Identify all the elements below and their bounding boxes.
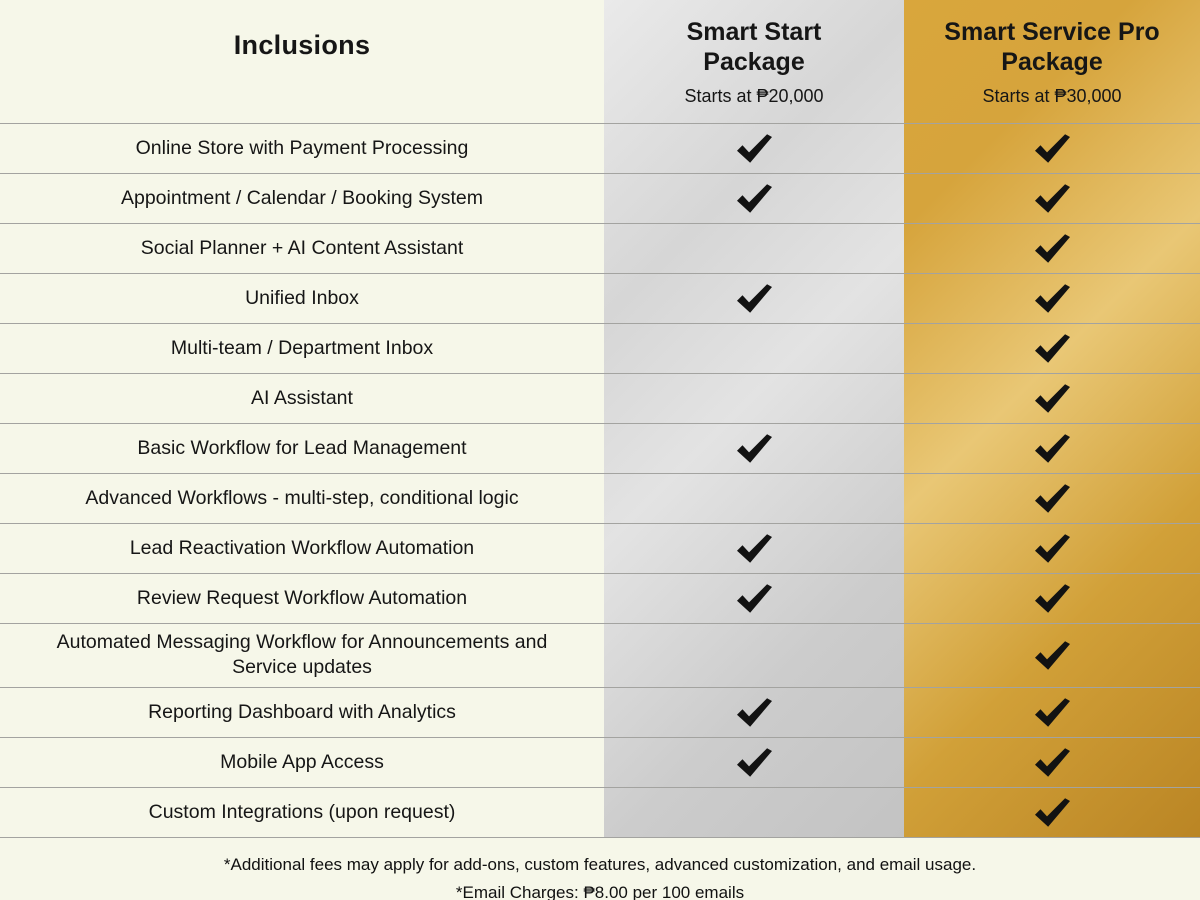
pricing-table: Inclusions Smart Start Package Starts at… [0,0,1200,838]
feature-label: Reporting Dashboard with Analytics [148,700,456,723]
check-icon [1034,384,1070,413]
inclusions-header-cell: Inclusions [0,0,604,123]
feature-label: Lead Reactivation Workflow Automation [129,536,475,559]
check-icon [736,134,772,163]
footnotes: *Additional fees may apply for add-ons, … [0,838,1200,900]
smart-start-check-cell [604,224,904,273]
smart-service-pro-package-title: Smart Service Pro Package [944,18,1160,76]
smart-start-check-cell [604,574,904,623]
table-row: AI Assistant [0,374,1200,424]
smart-start-check-cell [604,524,904,573]
feature-label: Social Planner + AI Content Assistant [140,236,464,259]
footnote-email-charges: *Email Charges: ₱8.00 per 100 emails [455,882,745,900]
table-row: Advanced Workflows - multi-step, conditi… [0,474,1200,524]
table-row: Automated Messaging Workflow for Announc… [0,624,1200,688]
smart-service-pro-check-cell [904,424,1200,473]
smart-start-package-title: Smart Start Package [686,18,822,76]
smart-start-check-cell [604,174,904,223]
check-icon [1034,534,1070,563]
smart-service-pro-check-cell [904,788,1200,837]
check-icon [1034,797,1070,827]
smart-service-pro-check-cell [904,688,1200,737]
check-icon [736,534,772,563]
table-row: Lead Reactivation Workflow Automation [0,524,1200,574]
feature-label: Review Request Workflow Automation [136,586,468,609]
smart-service-pro-check-cell [904,524,1200,573]
check-icon [736,184,772,213]
feature-label: Mobile App Access [220,750,384,773]
smart-service-pro-package-price: Starts at ₱30,000 [982,86,1122,106]
table-row: Social Planner + AI Content Assistant [0,224,1200,274]
smart-service-pro-check-cell [904,738,1200,787]
check-icon [1034,134,1070,163]
feature-label: Appointment / Calendar / Booking System [120,186,484,209]
check-icon [1034,641,1070,670]
table-row: Online Store with Payment Processing [0,124,1200,174]
smart-service-pro-check-cell [904,324,1200,373]
table-row: Review Request Workflow Automation [0,574,1200,624]
smart-start-check-cell [604,624,904,687]
check-icon [1034,697,1070,727]
feature-label: Automated Messaging Workflow for Announc… [56,631,548,679]
check-icon [1034,184,1070,213]
smart-service-pro-header-cell: Smart Service Pro Package Starts at ₱30,… [904,0,1200,123]
smart-service-pro-check-cell [904,124,1200,173]
check-icon [1034,334,1070,363]
smart-start-check-cell [604,124,904,173]
feature-label: Multi-team / Department Inbox [170,336,434,359]
check-icon [736,584,772,613]
table-header-row: Inclusions Smart Start Package Starts at… [0,0,1200,124]
smart-start-header-cell: Smart Start Package Starts at ₱20,000 [604,0,904,123]
smart-start-check-cell [604,324,904,373]
check-icon [1034,747,1070,777]
smart-start-column-background [604,0,904,838]
check-icon [736,697,772,727]
smart-service-pro-column-background [904,0,1200,838]
feature-label: Basic Workflow for Lead Management [137,436,467,459]
smart-start-check-cell [604,474,904,523]
table-row: Reporting Dashboard with Analytics [0,688,1200,738]
smart-start-check-cell [604,424,904,473]
table-row: Mobile App Access [0,738,1200,788]
smart-start-check-cell [604,738,904,787]
feature-rows: Online Store with Payment Processing App… [0,124,1200,838]
smart-start-check-cell [604,788,904,837]
smart-service-pro-check-cell [904,174,1200,223]
smart-service-pro-check-cell [904,574,1200,623]
check-icon [1034,484,1070,513]
smart-service-pro-check-cell [904,374,1200,423]
check-icon [1034,284,1070,313]
check-icon [1034,434,1070,463]
footnote-fees: *Additional fees may apply for add-ons, … [223,854,977,874]
inclusions-header: Inclusions [233,30,371,60]
smart-start-check-cell [604,374,904,423]
check-icon [1034,234,1070,263]
smart-service-pro-check-cell [904,224,1200,273]
smart-start-package-price: Starts at ₱20,000 [684,86,824,106]
table-row: Appointment / Calendar / Booking System [0,174,1200,224]
check-icon [1034,584,1070,613]
feature-label: Online Store with Payment Processing [135,136,469,159]
feature-label: AI Assistant [251,386,353,409]
table-row: Custom Integrations (upon request) [0,788,1200,838]
table-row: Unified Inbox [0,274,1200,324]
smart-service-pro-check-cell [904,474,1200,523]
feature-label: Custom Integrations (upon request) [148,800,456,823]
feature-label: Unified Inbox [245,286,359,309]
smart-service-pro-check-cell [904,274,1200,323]
smart-start-check-cell [604,274,904,323]
check-icon [736,284,772,313]
check-icon [736,747,772,777]
table-row: Multi-team / Department Inbox [0,324,1200,374]
check-icon [736,434,772,463]
feature-label: Advanced Workflows - multi-step, conditi… [85,486,519,509]
table-row: Basic Workflow for Lead Management [0,424,1200,474]
smart-service-pro-check-cell [904,624,1200,687]
smart-start-check-cell [604,688,904,737]
